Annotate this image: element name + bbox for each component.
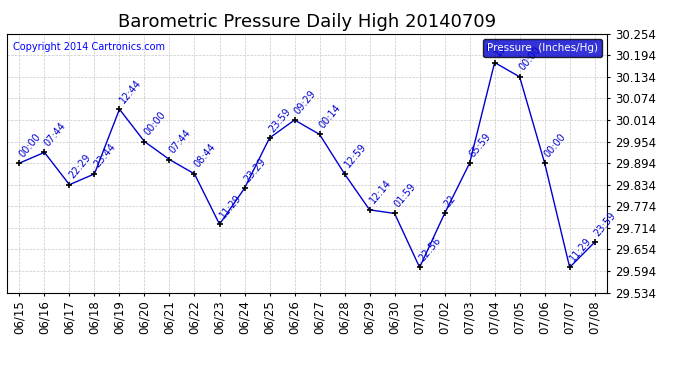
Legend: Pressure  (Inches/Hg): Pressure (Inches/Hg) — [483, 39, 602, 57]
Text: 22:29: 22:29 — [68, 153, 93, 180]
Text: 07:44: 07:44 — [168, 128, 193, 155]
Title: Barometric Pressure Daily High 20140709: Barometric Pressure Daily High 20140709 — [118, 13, 496, 31]
Text: 00:14: 00:14 — [317, 102, 343, 130]
Text: Copyright 2014 Cartronics.com: Copyright 2014 Cartronics.com — [13, 42, 165, 51]
Text: 12:14: 12:14 — [368, 178, 393, 206]
Text: 22: 22 — [442, 193, 458, 209]
Text: 23:59: 23:59 — [268, 106, 293, 134]
Text: 08:44: 08:44 — [193, 142, 218, 170]
Text: 23:29: 23:29 — [242, 156, 268, 184]
Text: 11:29: 11:29 — [568, 236, 593, 263]
Text: 09:29: 09:29 — [293, 88, 318, 116]
Text: 00:00: 00:00 — [17, 131, 43, 159]
Text: 23:59: 23:59 — [593, 210, 618, 238]
Text: 00:00: 00:00 — [518, 45, 543, 73]
Text: 22:56: 22:56 — [417, 235, 443, 263]
Text: 12:59: 12:59 — [342, 142, 368, 170]
Text: 00:00: 00:00 — [142, 110, 168, 137]
Text: 23:44: 23:44 — [92, 142, 118, 170]
Text: 00:00: 00:00 — [542, 131, 568, 159]
Text: 01:59: 01:59 — [393, 182, 418, 209]
Text: 65:59: 65:59 — [468, 131, 493, 159]
Text: 11:29: 11:29 — [217, 192, 243, 220]
Text: 12:44: 12:44 — [117, 77, 143, 105]
Text: 07:44: 07:44 — [42, 120, 68, 148]
Text: 10:: 10: — [493, 40, 510, 58]
